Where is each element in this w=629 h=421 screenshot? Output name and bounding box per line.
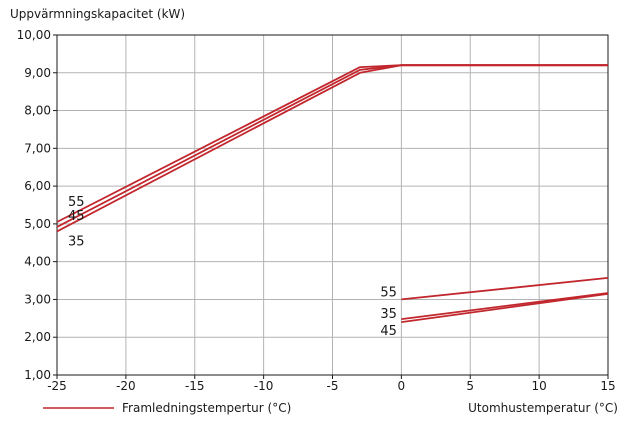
curve-label-lower-55: 55 — [380, 285, 397, 300]
curve-label-lower-45: 45 — [380, 324, 397, 339]
x-tick-label-0: -25 — [47, 379, 67, 393]
series-line-lower-45 — [401, 292, 609, 323]
curve-label-upper-55: 55 — [68, 195, 85, 210]
y-tick-label-8: 9,00 — [24, 66, 51, 80]
series-line-lower-35 — [401, 292, 609, 320]
x-tick-label-8: 15 — [600, 379, 615, 393]
y-tick-label-0: 1,00 — [24, 368, 51, 382]
series-lines — [56, 64, 609, 323]
grid — [53, 34, 609, 379]
x-tick-label-3: -10 — [254, 379, 274, 393]
y-tick-label-5: 6,00 — [24, 179, 51, 193]
series-line-upper-35 — [56, 64, 608, 233]
y-tick-label-2: 3,00 — [24, 292, 51, 306]
y-tick-labels: 1,00 2,00 3,00 4,00 5,00 6,00 7,00 8,00 9,00 10,0… — [17, 28, 51, 382]
x-tick-label-5: 0 — [398, 379, 406, 393]
y-tick-label-3: 4,00 — [24, 255, 51, 269]
y-tick-label-7: 8,00 — [24, 104, 51, 118]
x-tick-label-6: 5 — [466, 379, 474, 393]
x-tick-label-2: -15 — [185, 379, 205, 393]
legend-label: Framledningstempertur (°C) — [122, 401, 291, 415]
y-tick-label-1: 2,00 — [24, 330, 51, 344]
plot-frame — [56, 34, 609, 376]
curve-label-lower-35: 35 — [380, 307, 397, 322]
y-tick-label-6: 7,00 — [24, 141, 51, 155]
y-axis-title: Uppvärmningskapacitet (kW) — [10, 7, 185, 21]
y-tick-label-4: 5,00 — [24, 217, 51, 231]
x-tick-label-7: 10 — [531, 379, 546, 393]
x-tick-label-4: -5 — [327, 379, 339, 393]
series-line-lower-55 — [401, 277, 609, 301]
y-tick-label-9: 10,00 — [17, 28, 51, 42]
x-tick-labels: -25 -20 -15 -10 -5 0 5 10 15 — [47, 379, 615, 393]
curve-label-upper-35: 35 — [68, 234, 85, 249]
x-axis-title: Utomhustemperatur (°C) — [468, 401, 618, 415]
curve-label-upper-45: 45 — [68, 209, 85, 224]
x-tick-label-1: -20 — [116, 379, 136, 393]
